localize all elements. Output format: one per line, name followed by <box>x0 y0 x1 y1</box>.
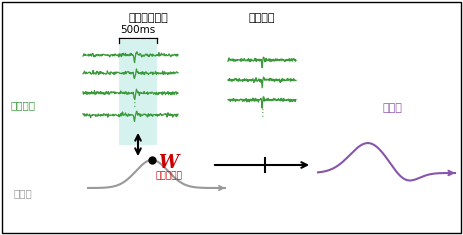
Text: W: W <box>158 154 178 172</box>
Text: 一部のデータ: 一部のデータ <box>128 13 168 23</box>
Bar <box>119 40 157 145</box>
Text: デコーダー: デコーダー <box>156 172 183 180</box>
Text: 別データ: 別データ <box>249 13 275 23</box>
Text: ⋮: ⋮ <box>130 98 140 108</box>
Text: 再構成: 再構成 <box>382 103 402 113</box>
Text: ⋮: ⋮ <box>258 108 268 118</box>
Text: 500ms: 500ms <box>120 25 156 35</box>
Text: 皮質脳波: 皮質脳波 <box>11 100 36 110</box>
Text: 筋活動: 筋活動 <box>13 188 32 198</box>
